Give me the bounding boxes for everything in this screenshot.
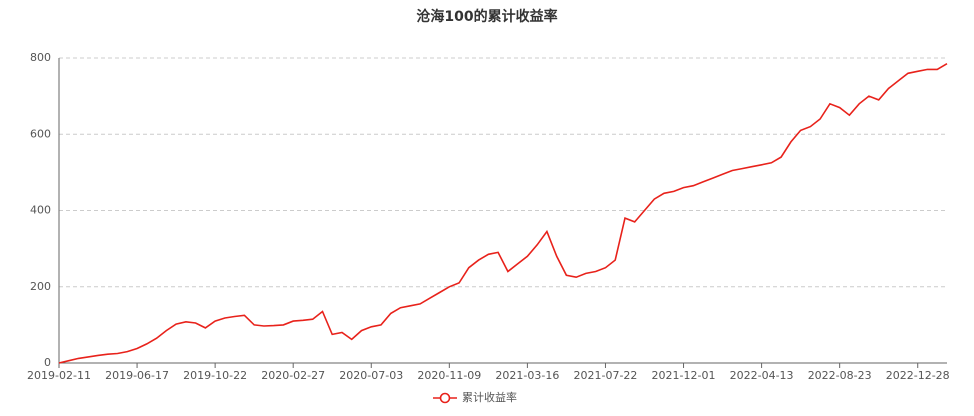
x-tick-label: 2022-04-13: [730, 369, 794, 382]
y-tick-label: 0: [44, 356, 51, 369]
legend-label: 累计收益率: [462, 390, 517, 404]
y-tick-label: 600: [30, 127, 51, 140]
x-tick-label: 2022-12-28: [886, 369, 950, 382]
y-tick-label: 800: [30, 51, 51, 64]
x-tick-label: 2019-06-17: [105, 369, 169, 382]
x-tick-label: 2022-08-23: [808, 369, 872, 382]
chart-title: 沧海100的累计收益率: [416, 8, 557, 25]
x-tick-label: 2020-02-27: [261, 369, 325, 382]
x-tick-label: 2021-03-16: [495, 369, 559, 382]
x-tick-label: 2019-02-11: [27, 369, 91, 382]
series-line: [58, 63, 948, 364]
legend-marker: [439, 392, 451, 404]
x-tick-label: 2019-10-22: [183, 369, 247, 382]
x-tick-label: 2020-07-03: [339, 369, 403, 382]
x-tick-label: 2020-11-09: [417, 369, 481, 382]
x-tick-label: 2021-12-01: [652, 369, 716, 382]
x-tick-label: 2021-07-22: [573, 369, 637, 382]
y-tick-label: 200: [30, 280, 51, 293]
y-tick-label: 400: [30, 204, 51, 217]
